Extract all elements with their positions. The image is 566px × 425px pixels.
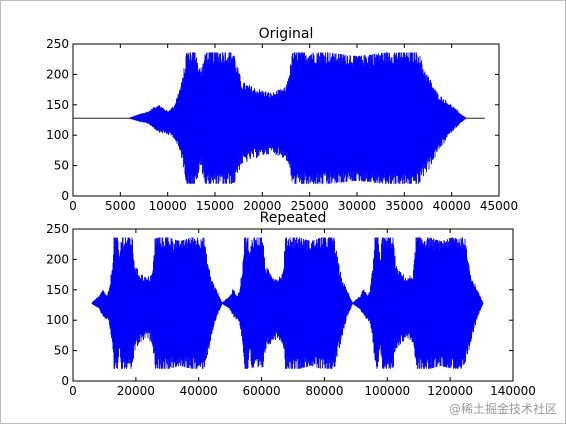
y-tick-label: 250	[46, 222, 69, 236]
waveform-series	[91, 237, 484, 369]
y-tick-label: 100	[46, 313, 69, 327]
y-tick-label: 200	[46, 252, 69, 266]
x-tick-label: 40000	[180, 384, 218, 398]
axes-frame	[72, 43, 500, 197]
x-tick-label: 25000	[291, 199, 329, 213]
x-tick-label: 20000	[117, 384, 155, 398]
x-tick-label: 100000	[364, 384, 410, 398]
x-tick-label: 15000	[196, 199, 234, 213]
x-tick-label: 0	[69, 199, 77, 213]
y-tick-label: 50	[54, 344, 69, 358]
y-tick-label: 0	[61, 374, 69, 388]
waveform-series	[73, 52, 485, 184]
y-tick-label: 150	[46, 98, 69, 112]
subplot-title: Original	[259, 26, 314, 42]
y-tick-label: 200	[46, 67, 69, 81]
x-tick-label: 140000	[490, 384, 536, 398]
y-tick-label: 0	[61, 189, 69, 203]
subplot-2: Repeated 0 20000 40000 60000 80000 100000 12000…	[46, 210, 536, 398]
y-tick-label: 50	[54, 159, 69, 173]
x-tick-label: 40000	[433, 199, 471, 213]
y-tick-label: 100	[46, 128, 69, 142]
x-tick-label: 0	[69, 384, 77, 398]
x-tick-label: 80000	[305, 384, 343, 398]
x-tick-label: 20000	[243, 199, 281, 213]
subplot-1: Original 0 5000 10000 15000 20000 25000 30000 35…	[46, 26, 518, 213]
x-tick-label: 30000	[338, 199, 376, 213]
y-tick-label: 150	[46, 283, 69, 297]
x-tick-label: 60000	[242, 384, 280, 398]
waveform-trace	[91, 237, 484, 369]
x-tick-label: 5000	[105, 199, 136, 213]
y-tick-label: 250	[46, 37, 69, 51]
axes-frame	[72, 228, 514, 382]
x-tick-label: 45000	[480, 199, 518, 213]
x-tick-label: 120000	[427, 384, 473, 398]
subplot-title: Repeated	[260, 210, 327, 226]
watermark: @稀土掘金技术社区	[448, 402, 557, 416]
x-tick-label: 35000	[385, 199, 423, 213]
x-tick-label: 10000	[149, 199, 187, 213]
waveform-trace	[129, 52, 466, 184]
